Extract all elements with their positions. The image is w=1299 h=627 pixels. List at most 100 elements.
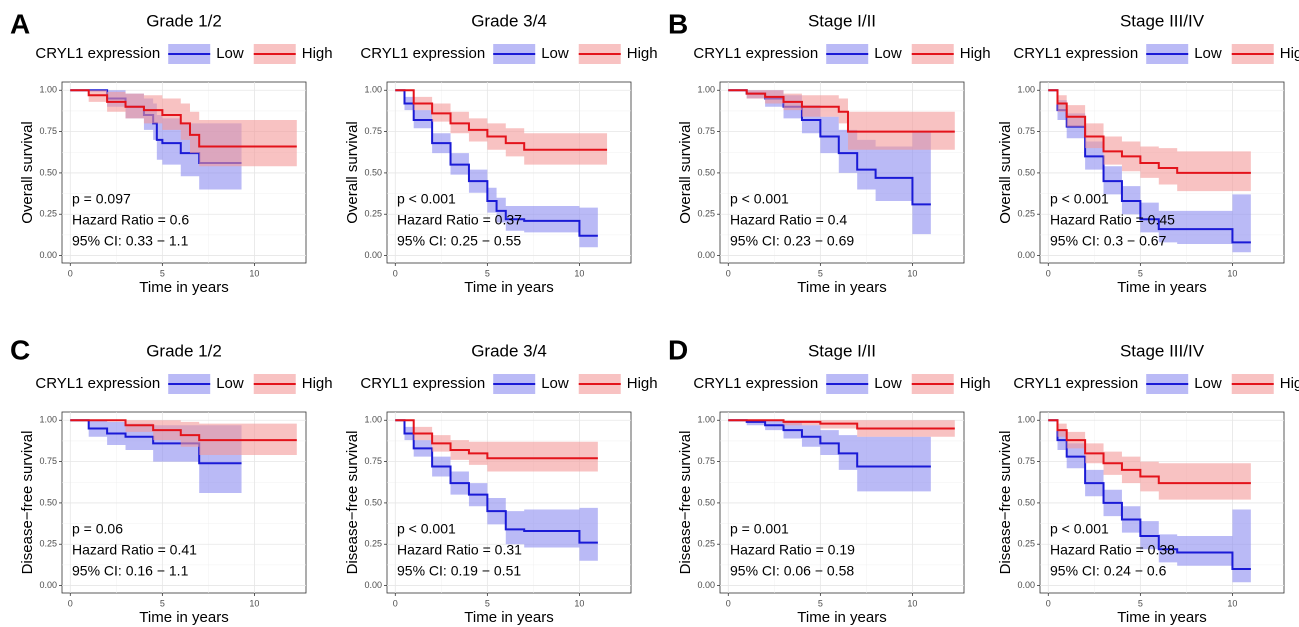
y-tick-label: 0.25 (39, 209, 57, 219)
annotation: 95% CI: 0.25 − 0.55 (397, 233, 521, 249)
legend-label: Low (874, 45, 902, 62)
y-tick-label: 0.75 (39, 126, 57, 136)
y-tick-label: 0.50 (39, 497, 57, 507)
annotation: p = 0.06 (72, 521, 123, 537)
x-tick-label: 10 (1227, 598, 1237, 608)
survival-curve (70, 419, 297, 442)
legend: CRYL1 expression Low High (360, 374, 658, 394)
x-tick-label: 5 (160, 268, 165, 278)
y-tick-label: 1.00 (1017, 85, 1035, 95)
survival-curve (395, 419, 598, 460)
chart-title: Stage III/IV (1120, 11, 1205, 30)
x-axis-label: Time in years (139, 279, 228, 296)
y-tick-label: 0.00 (39, 580, 57, 590)
y-tick-label: 0.25 (39, 539, 57, 549)
legend-label: Low (541, 375, 569, 392)
x-axis-label: Time in years (139, 609, 228, 626)
x-tick-label: 0 (1046, 268, 1051, 278)
x-axis-label: Time in years (464, 609, 553, 626)
confidence-band (728, 420, 955, 437)
y-tick-label: 0.50 (39, 167, 57, 177)
confidence-band (395, 90, 598, 248)
y-axis-label: Disease−free survival (344, 431, 361, 575)
x-tick-label: 10 (249, 268, 259, 278)
x-tick-label: 10 (249, 598, 259, 608)
annotation: Hazard Ratio = 0.6 (72, 212, 189, 228)
chart-title: Stage III/IV (1120, 341, 1205, 360)
annotation: p = 0.001 (730, 521, 789, 537)
legend-label: High (1280, 45, 1299, 62)
annotation: Hazard Ratio = 0.45 (1050, 212, 1175, 228)
survival-curve (395, 89, 598, 237)
y-tick-label: 0.25 (697, 209, 715, 219)
x-axis-label: Time in years (464, 279, 553, 296)
y-tick-label: 0.75 (364, 126, 382, 136)
annotation: 95% CI: 0.24 − 0.6 (1050, 563, 1167, 579)
legend-label: High (627, 375, 658, 392)
annotation: 95% CI: 0.23 − 0.69 (730, 233, 854, 249)
y-axis-label: Overall survival (677, 121, 694, 224)
annotation: 95% CI: 0.06 − 0.58 (730, 563, 854, 579)
y-tick-label: 0.50 (697, 167, 715, 177)
legend: CRYL1 expression Low High (1013, 44, 1299, 64)
legend-label: High (627, 45, 658, 62)
confidence-band (395, 90, 608, 165)
legend: CRYL1 expression Low High (1013, 374, 1299, 394)
annotation: p < 0.001 (730, 191, 789, 207)
y-tick-label: 0.75 (364, 456, 382, 466)
x-axis-label: Time in years (1117, 609, 1206, 626)
y-tick-label: 1.00 (1017, 415, 1035, 425)
x-tick-label: 10 (574, 268, 584, 278)
legend-title: CRYL1 expression (360, 375, 485, 392)
survival-curve (728, 419, 955, 430)
x-tick-label: 5 (818, 268, 823, 278)
x-tick-label: 0 (1046, 598, 1051, 608)
confidence-band (395, 420, 598, 561)
survival-curve (728, 89, 955, 133)
survival-curve (70, 89, 297, 148)
annotation: p < 0.001 (397, 521, 456, 537)
x-tick-label: 5 (1138, 598, 1143, 608)
y-axis-label: Overall survival (997, 121, 1014, 224)
annotation: Hazard Ratio = 0.31 (397, 542, 522, 558)
confidence-band (1048, 420, 1251, 583)
chart-title: Grade 3/4 (471, 11, 547, 30)
confidence-band (1048, 420, 1251, 500)
annotation: p < 0.001 (1050, 191, 1109, 207)
y-tick-label: 0.25 (1017, 539, 1035, 549)
legend: CRYL1 expression Low High (693, 44, 991, 64)
y-tick-label: 0.00 (697, 580, 715, 590)
legend-label: High (960, 45, 991, 62)
annotation: 95% CI: 0.16 − 1.1 (72, 563, 189, 579)
y-tick-label: 0.00 (1017, 580, 1035, 590)
x-tick-label: 5 (1138, 268, 1143, 278)
survival-curve (1048, 419, 1251, 571)
x-tick-label: 0 (726, 598, 731, 608)
y-tick-label: 0.75 (697, 126, 715, 136)
y-tick-label: 1.00 (697, 85, 715, 95)
annotation: Hazard Ratio = 0.41 (72, 542, 197, 558)
y-axis-label: Disease−free survival (677, 431, 694, 575)
annotation: Hazard Ratio = 0.38 (1050, 542, 1175, 558)
survival-curve (728, 419, 931, 468)
y-tick-label: 0.00 (364, 250, 382, 260)
legend-label: High (302, 375, 333, 392)
legend-label: Low (1194, 375, 1222, 392)
panel-label: D (668, 334, 688, 365)
x-tick-label: 0 (393, 598, 398, 608)
y-tick-label: 1.00 (39, 85, 57, 95)
y-tick-label: 0.50 (364, 497, 382, 507)
legend-title: CRYL1 expression (693, 375, 818, 392)
panel-label: C (10, 334, 30, 365)
legend-title: CRYL1 expression (1013, 45, 1138, 62)
x-tick-label: 0 (393, 268, 398, 278)
x-tick-label: 10 (907, 598, 917, 608)
legend-label: High (302, 45, 333, 62)
x-axis-label: Time in years (1117, 279, 1206, 296)
confidence-band (728, 420, 931, 492)
confidence-band (70, 420, 297, 455)
legend-title: CRYL1 expression (1013, 375, 1138, 392)
y-tick-label: 0.25 (1017, 209, 1035, 219)
legend-label: High (1280, 375, 1299, 392)
